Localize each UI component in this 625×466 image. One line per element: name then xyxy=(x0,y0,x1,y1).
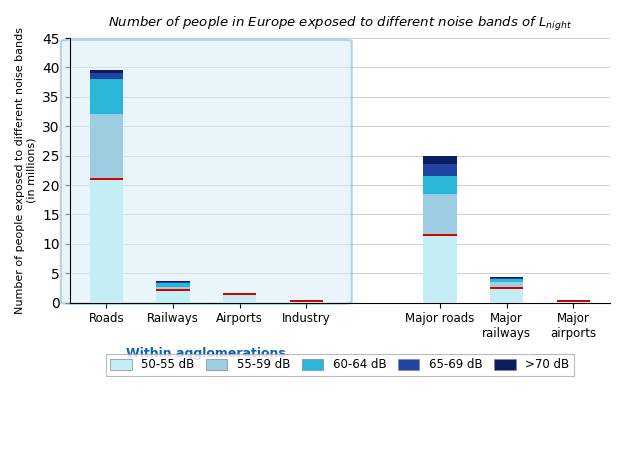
Bar xyxy=(423,234,456,236)
Bar xyxy=(490,277,523,278)
Bar xyxy=(423,176,456,194)
Bar xyxy=(290,300,323,301)
Bar xyxy=(223,294,256,302)
Bar xyxy=(223,293,256,294)
Bar xyxy=(490,288,523,302)
Bar xyxy=(223,293,256,295)
Bar xyxy=(490,279,523,282)
Bar xyxy=(89,79,123,115)
Bar xyxy=(156,283,189,288)
Bar xyxy=(89,179,123,302)
Bar xyxy=(490,278,523,279)
Y-axis label: Number of people exposed to different noise bands
(in millions): Number of people exposed to different no… xyxy=(15,27,37,314)
Bar xyxy=(156,282,189,283)
Bar xyxy=(557,300,590,302)
Bar xyxy=(89,178,123,180)
Bar xyxy=(156,290,189,302)
Bar xyxy=(423,235,456,302)
Bar xyxy=(423,194,456,235)
FancyBboxPatch shape xyxy=(61,40,352,304)
Bar xyxy=(89,70,123,73)
Legend: 50-55 dB, 55-59 dB, 60-64 dB, 65-69 dB, >70 dB: 50-55 dB, 55-59 dB, 60-64 dB, 65-69 dB, … xyxy=(106,354,574,376)
Bar xyxy=(423,164,456,176)
Bar xyxy=(423,156,456,164)
Bar xyxy=(490,282,523,288)
Bar xyxy=(290,301,323,302)
Title: Number of people in Europe exposed to different noise bands of $L_{night}$: Number of people in Europe exposed to di… xyxy=(107,15,572,33)
Bar xyxy=(290,300,323,302)
Bar xyxy=(490,287,523,289)
Bar xyxy=(156,289,189,291)
Bar xyxy=(557,301,590,302)
Text: Within agglomerations: Within agglomerations xyxy=(126,347,286,360)
Bar xyxy=(156,281,189,282)
Bar xyxy=(156,288,189,290)
Bar xyxy=(89,73,123,79)
Bar xyxy=(89,115,123,179)
